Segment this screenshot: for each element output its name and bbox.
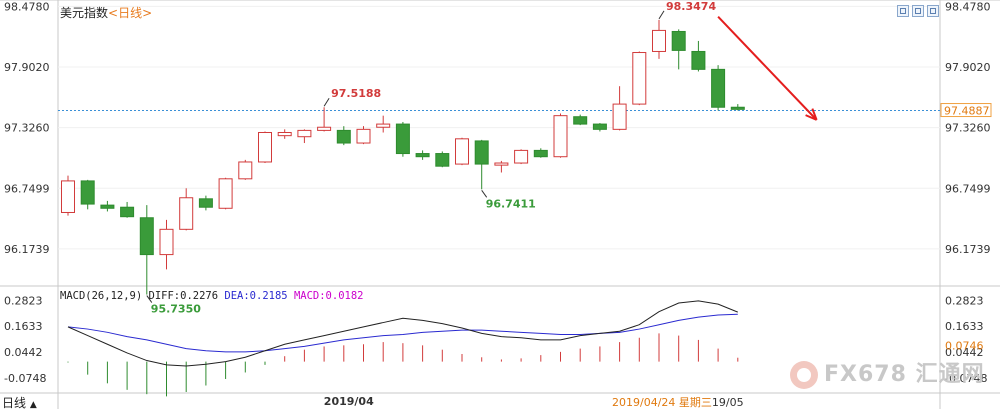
zoom-button[interactable] (897, 5, 909, 17)
candle-down (395, 123, 410, 155)
candle-down (415, 153, 430, 158)
x-tick-label: 2019/04 (324, 395, 374, 408)
current-price-box (940, 103, 992, 118)
watermark-text: FX678 汇通网 (824, 362, 985, 387)
price-tick-left: 96.1739 (4, 243, 50, 256)
macd-tick-left: 0.2823 (4, 294, 43, 307)
price-tick-right: 96.1739 (945, 243, 991, 256)
price-tick-right: 98.4780 (945, 0, 991, 13)
instrument-name: 美元指数 (60, 6, 109, 20)
candle-down (198, 198, 213, 208)
price-tick-right: 97.9020 (945, 61, 991, 74)
candle-up (553, 115, 568, 158)
candle-down (336, 129, 351, 144)
candle-up (218, 178, 233, 209)
candle-down (573, 116, 588, 125)
candle-down (80, 180, 95, 205)
candle-up (632, 52, 647, 105)
annotation-pointer (146, 295, 153, 303)
candle-down (691, 50, 706, 70)
candle-down (592, 123, 607, 130)
period-label: <日线> (108, 6, 153, 20)
macd-tick-right: 0.0442 (945, 346, 984, 359)
diff-value: DIFF:0.2276 (148, 290, 219, 302)
macd-tick-left: 0.0442 (4, 346, 43, 359)
candle-down (711, 68, 726, 108)
candle-up (258, 132, 272, 163)
annotation-low: 96.7411 (486, 197, 536, 210)
candle-down (100, 204, 115, 209)
price-tick-right: 97.3260 (945, 122, 991, 135)
candle-down (435, 153, 450, 167)
cursor-date: 2019/04/24 星期三19/05 (612, 394, 744, 410)
annotation-pointer (481, 190, 488, 198)
candle-up (455, 138, 469, 165)
annotation-low: 95.7350 (151, 303, 201, 316)
close-button[interactable] (927, 5, 939, 17)
candle-up (376, 123, 391, 128)
candle-up (277, 132, 292, 137)
fx678-logo-icon (790, 361, 818, 389)
diff-line (67, 300, 738, 367)
candle-up (652, 29, 666, 52)
price-tick-left: 96.7499 (4, 182, 50, 195)
trend-arrow-line (717, 16, 818, 121)
annotation-pointer (323, 97, 330, 107)
price-tick-left: 97.3260 (4, 122, 50, 135)
restore-button[interactable] (912, 5, 924, 17)
candle-up (494, 162, 509, 166)
cursor-date-tail: 19/05 (711, 396, 744, 409)
macd-tick-right: 0.2823 (945, 294, 984, 307)
chart-title: 美元指数<日线> (60, 4, 152, 21)
price-tick-left: 98.4780 (4, 0, 50, 13)
watermark: FX678 汇通网 (790, 356, 985, 389)
macd-legend: MACD(26,12,9) DIFF:0.2276 DEA:0.2185 MAC… (60, 290, 363, 302)
current-price-label: 97.4887 (944, 105, 990, 118)
candle-up (317, 126, 332, 131)
macd-params: MACD(26,12,9) (60, 290, 143, 302)
candle-down (474, 140, 489, 165)
period-tab[interactable]: 日线 ▲ (2, 396, 37, 410)
cursor-date-text: 2019/04/24 星期三 (612, 396, 712, 409)
candle-up (297, 129, 312, 138)
macd-tick-left: 0.1633 (4, 320, 43, 333)
trend-arrow-head (805, 108, 818, 121)
macd-tick-right: 0.1633 (945, 320, 984, 333)
candle-up (356, 128, 371, 144)
candle-down (671, 30, 686, 51)
dea-value: DEA:0.2185 (224, 290, 288, 302)
candle-down (139, 217, 154, 256)
candle-up (238, 161, 253, 180)
annotation-pointer (658, 10, 665, 20)
price-tick-left: 97.9020 (4, 61, 50, 74)
macd-tick-left: -0.0748 (4, 372, 46, 385)
candle-down (730, 106, 745, 110)
price-tick-right: 96.7499 (945, 182, 991, 195)
annotation-high: 98.3474 (666, 0, 716, 13)
candle-up (179, 197, 194, 230)
candle-up (159, 228, 174, 256)
macd-value: MACD:0.0182 (293, 290, 364, 302)
macd-current-value: 0.0746 (945, 339, 984, 352)
dea-line (67, 313, 738, 353)
candle-up (61, 180, 75, 213)
macd-tick-right: -0.0748 (945, 372, 987, 385)
annotation-high: 97.5188 (331, 87, 381, 100)
candle-up (612, 103, 627, 130)
candle-up (514, 149, 529, 164)
candle-down (120, 206, 135, 218)
candle-down (533, 149, 548, 158)
